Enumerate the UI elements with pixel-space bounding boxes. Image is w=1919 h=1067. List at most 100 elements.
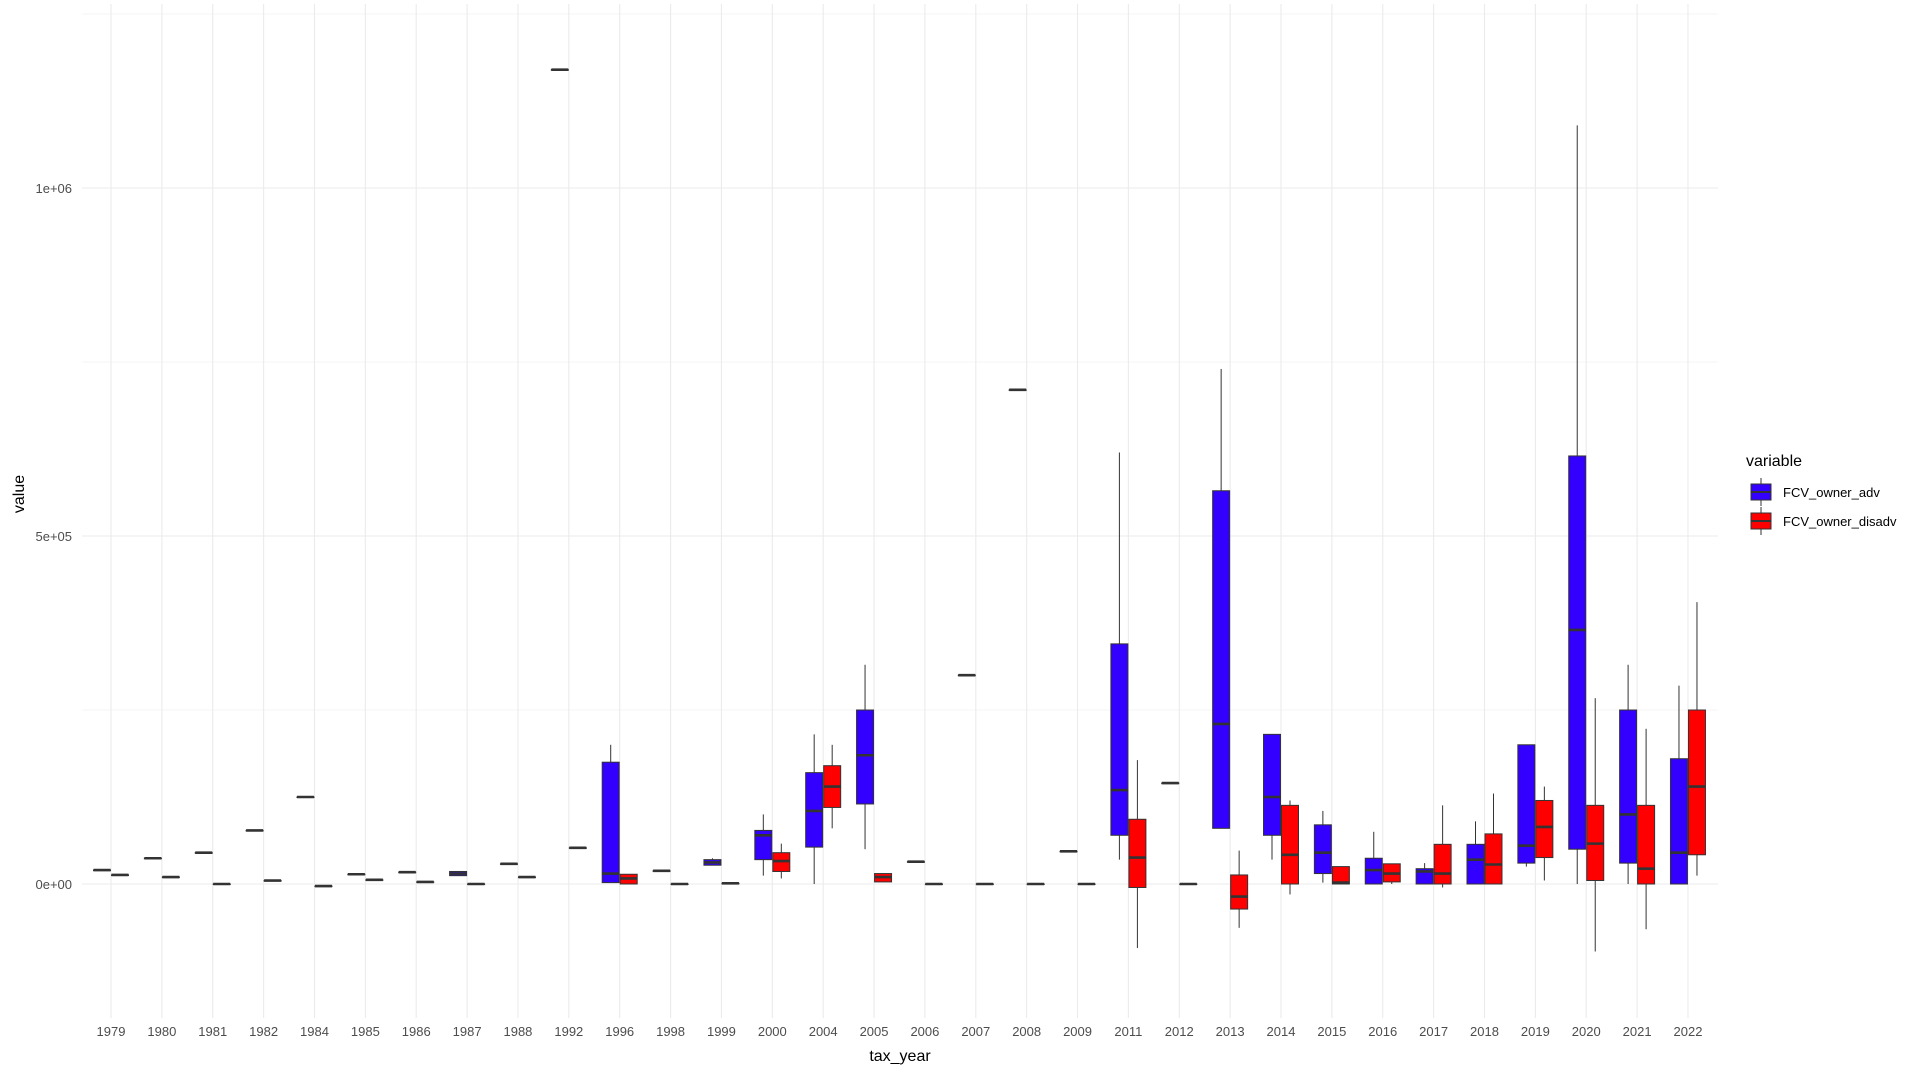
box-FCV_owner_adv-1984 xyxy=(296,795,315,799)
x-tick-label: 2008 xyxy=(1012,1024,1041,1039)
x-axis-title: tax_year xyxy=(869,1048,931,1065)
box-FCV_owner_adv-1982 xyxy=(245,829,264,832)
box-FCV_owner_adv-2019 xyxy=(1517,744,1536,867)
box-FCV_owner_disadv-1996 xyxy=(619,873,638,885)
x-tick-label: 1996 xyxy=(605,1024,634,1039)
box-body xyxy=(601,761,620,884)
box-FCV_owner_disadv-1998 xyxy=(670,882,689,886)
x-axis-ticks: 1979 1980 1981 1982 1984 1985 1986 1987 1988 1992… xyxy=(97,1024,1703,1039)
box-FCV_owner_adv-1981 xyxy=(194,851,213,854)
box-FCV_owner_disadv-2021 xyxy=(1637,728,1656,930)
box-FCV_owner_disadv-1986 xyxy=(416,880,435,884)
box-FCV_owner_adv-2013 xyxy=(1212,368,1231,829)
box-FCV_owner_disadv-1985 xyxy=(365,878,384,882)
x-tick-label: 2021 xyxy=(1623,1024,1652,1039)
box-FCV_owner_disadv-1999 xyxy=(721,882,740,885)
box-FCV_owner_disadv-2000 xyxy=(772,843,791,879)
box-body xyxy=(1281,804,1300,885)
legend-title: variable xyxy=(1746,453,1802,470)
box-FCV_owner_disadv-2016 xyxy=(1382,863,1401,884)
x-tick-label: 1999 xyxy=(707,1024,736,1039)
legend-item-disadv: FCV_owner_disadv xyxy=(1750,507,1897,535)
box-body xyxy=(856,709,875,805)
box-FCV_owner_adv-2008 xyxy=(1008,388,1027,392)
box-FCV_owner_disadv-2017 xyxy=(1433,805,1452,888)
box-FCV_owner_adv-2014 xyxy=(1263,733,1282,860)
box-FCV_owner_disadv-2011 xyxy=(1128,760,1147,949)
box-body xyxy=(1466,843,1485,885)
box-FCV_owner_disadv-2009 xyxy=(1077,882,1096,886)
x-tick-label: 2011 xyxy=(1114,1024,1142,1039)
x-tick-label: 1981 xyxy=(198,1024,227,1039)
x-tick-label: 1992 xyxy=(554,1024,583,1039)
box-FCV_owner_disadv-2014 xyxy=(1281,800,1300,895)
box-FCV_owner_adv-1998 xyxy=(652,869,671,873)
box-FCV_owner_adv-1980 xyxy=(143,856,162,860)
box-FCV_owner_adv-2007 xyxy=(957,673,976,677)
x-tick-label: 2020 xyxy=(1572,1024,1601,1039)
x-tick-label: 2004 xyxy=(809,1024,838,1039)
box-FCV_owner_adv-2004 xyxy=(805,734,824,884)
box-FCV_owner_adv-1992 xyxy=(550,68,569,71)
box-FCV_owner_adv-1987 xyxy=(449,870,468,877)
box-FCV_owner_adv-2006 xyxy=(906,860,925,864)
x-tick-label: 1985 xyxy=(351,1024,380,1039)
y-axis-title: value xyxy=(11,475,28,513)
x-tick-label: 2013 xyxy=(1216,1024,1245,1039)
box-body xyxy=(1433,843,1452,885)
box-body xyxy=(1637,804,1656,885)
box-FCV_owner_disadv-1988 xyxy=(517,875,536,879)
box-FCV_owner_disadv-2005 xyxy=(874,873,893,883)
legend-label-disadv: FCV_owner_disadv xyxy=(1783,514,1897,529)
x-tick-label: 2014 xyxy=(1267,1024,1296,1039)
box-FCV_owner_disadv-2018 xyxy=(1484,793,1503,885)
box-FCV_owner_adv-2016 xyxy=(1364,831,1383,885)
box-FCV_owner_adv-2000 xyxy=(754,814,773,876)
box-FCV_owner_disadv-2019 xyxy=(1535,786,1554,881)
box-FCV_owner_disadv-1987 xyxy=(467,882,486,886)
x-tick-label: 2015 xyxy=(1317,1024,1346,1039)
box-body xyxy=(1484,833,1503,885)
box-body xyxy=(1331,866,1350,885)
x-tick-label: 2017 xyxy=(1419,1024,1448,1039)
box-FCV_owner_disadv-1980 xyxy=(161,875,180,879)
box-body xyxy=(1263,733,1282,836)
box-FCV_owner_adv-2011 xyxy=(1110,452,1129,860)
x-tick-label: 2022 xyxy=(1674,1024,1703,1039)
box-body xyxy=(1535,799,1554,859)
y-tick-label: 5e+05 xyxy=(35,529,72,544)
boxes-layer xyxy=(93,68,1706,952)
legend-label-adv: FCV_owner_adv xyxy=(1783,485,1880,500)
box-FCV_owner_adv-2009 xyxy=(1059,849,1078,853)
box-body xyxy=(1212,490,1231,829)
box-body xyxy=(1669,758,1688,885)
box-body xyxy=(1230,874,1249,910)
box-FCV_owner_disadv-2020 xyxy=(1586,698,1605,952)
box-FCV_owner_adv-1996 xyxy=(601,744,620,884)
x-tick-label: 1998 xyxy=(656,1024,685,1039)
box-body xyxy=(1110,643,1129,836)
y-axis-ticks: 0e+00 5e+05 1e+06 xyxy=(35,181,72,892)
box-FCV_owner_adv-2005 xyxy=(856,664,875,850)
x-tick-label: 1987 xyxy=(453,1024,482,1039)
x-tick-label: 2016 xyxy=(1368,1024,1397,1039)
box-FCV_owner_adv-2018 xyxy=(1466,821,1485,885)
x-tick-label: 1988 xyxy=(503,1024,532,1039)
legend: variable FCV_owner_adv FCV_owner_disadv xyxy=(1746,453,1897,535)
box-FCV_owner_disadv-1979 xyxy=(111,873,129,877)
x-tick-label: 1984 xyxy=(300,1024,329,1039)
box-FCV_owner_disadv-2022 xyxy=(1687,602,1706,876)
box-body xyxy=(1517,744,1536,864)
y-tick-label: 1e+06 xyxy=(35,181,72,196)
box-FCV_owner_adv-2015 xyxy=(1313,810,1332,883)
box-FCV_owner_disadv-2006 xyxy=(924,882,943,886)
box-body xyxy=(1687,709,1706,856)
box-FCV_owner_disadv-2004 xyxy=(823,744,842,829)
x-tick-label: 2000 xyxy=(758,1024,787,1039)
box-FCV_owner_adv-2012 xyxy=(1161,781,1180,785)
box-FCV_owner_disadv-2008 xyxy=(1026,882,1045,886)
x-tick-label: 1980 xyxy=(147,1024,176,1039)
box-FCV_owner_disadv-2013 xyxy=(1230,850,1249,928)
x-tick-label: 2007 xyxy=(961,1024,990,1039)
